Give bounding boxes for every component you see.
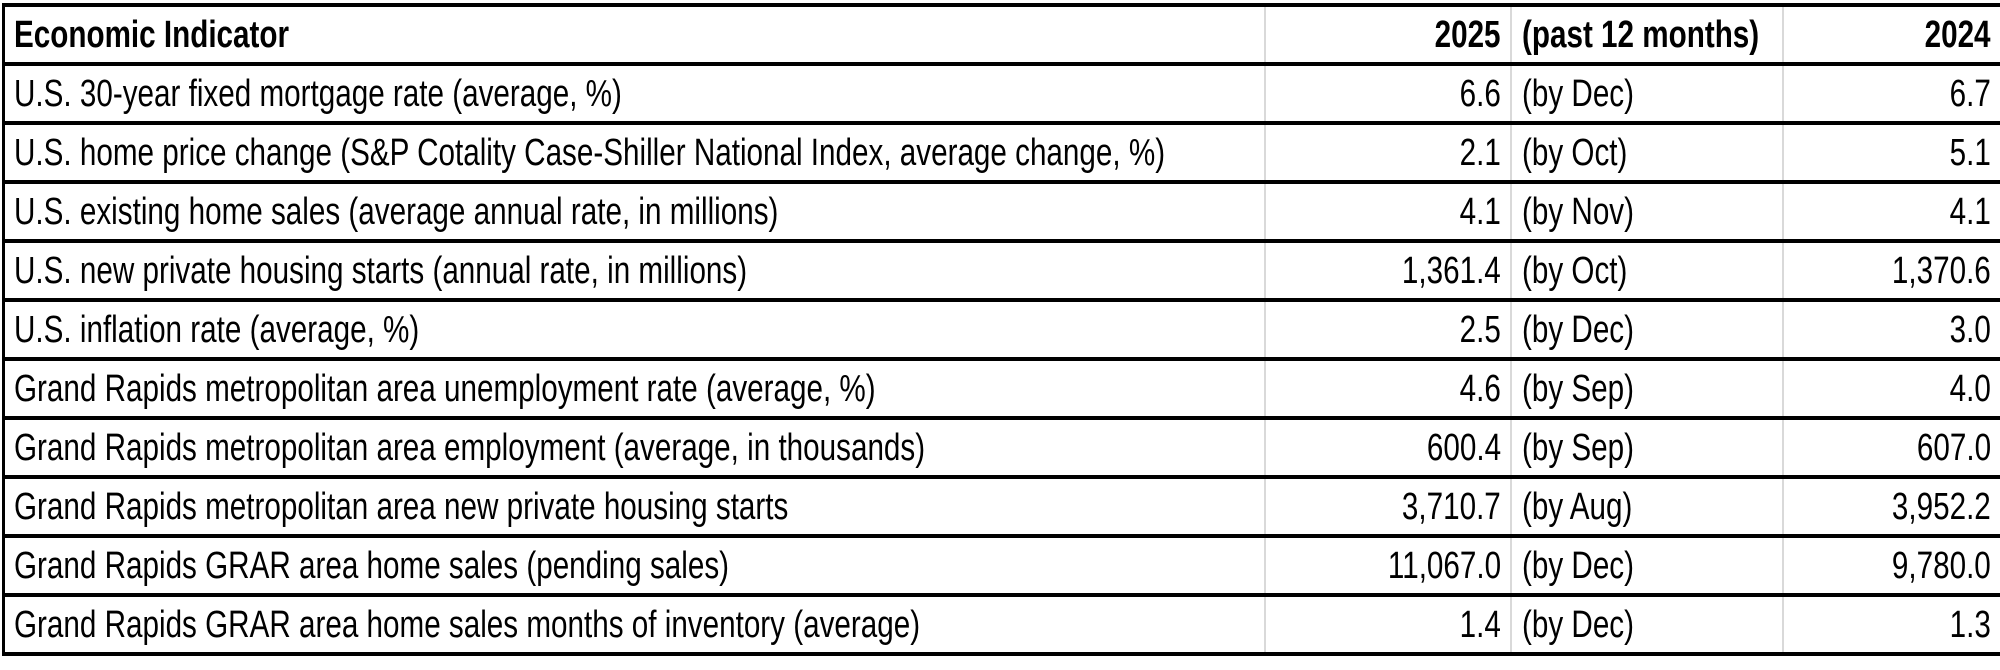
table-row: Grand Rapids metropolitan area employmen… — [5, 420, 2000, 479]
indicator-cell: Grand Rapids metropolitan area new priva… — [5, 479, 1266, 534]
indicator-cell: Grand Rapids metropolitan area employmen… — [5, 420, 1266, 475]
table-row: U.S. new private housing starts (annual … — [5, 243, 2000, 302]
value-2024-cell: 1.3 — [1949, 603, 1991, 646]
indicator-cell: U.S. inflation rate (average, %) — [5, 302, 1266, 357]
table-row: U.S. inflation rate (average, %) 2.5 (by… — [5, 302, 2000, 361]
value-2025-cell: 1.4 — [1266, 597, 1512, 652]
value-2025-cell: 3,710.7 — [1266, 479, 1512, 534]
header-indicator: Economic Indicator — [5, 7, 1266, 62]
economic-indicators-table: Economic Indicator 2025 (past 12 months)… — [2, 3, 2000, 656]
table-row: Grand Rapids metropolitan area new priva… — [5, 479, 2000, 538]
by-month-cell: (by Oct) — [1512, 243, 1784, 298]
value-2024-cell: 4.1 — [1949, 190, 1991, 233]
table-row: U.S. existing home sales (average annual… — [5, 184, 2000, 243]
indicator-cell: Grand Rapids metropolitan area unemploym… — [5, 361, 1266, 416]
indicator-cell: Grand Rapids GRAR area home sales months… — [5, 597, 1266, 652]
by-month-cell: (by Dec) — [1512, 597, 1784, 652]
table-row: Grand Rapids metropolitan area unemploym… — [5, 361, 2000, 420]
indicator-cell: U.S. new private housing starts (annual … — [5, 243, 1266, 298]
header-period-note: (past 12 months) — [1512, 7, 1784, 62]
table-row: Grand Rapids GRAR area home sales months… — [5, 597, 2000, 656]
table-row: U.S. 30-year fixed mortgage rate (averag… — [5, 66, 2000, 125]
by-month-cell: (by Oct) — [1512, 125, 1784, 180]
header-2025: 2025 — [1266, 7, 1512, 62]
value-2024-cell: 607.0 — [1916, 426, 1991, 469]
value-2024-cell: 3,952.2 — [1892, 485, 1991, 528]
table-header-row: Economic Indicator 2025 (past 12 months)… — [5, 7, 2000, 66]
value-2025-cell: 4.6 — [1266, 361, 1512, 416]
value-2025-cell: 600.4 — [1266, 420, 1512, 475]
value-2024-cell: 4.0 — [1949, 367, 1991, 410]
value-2024-cell: 1,370.6 — [1892, 249, 1991, 292]
by-month-cell: (by Dec) — [1512, 302, 1784, 357]
value-2025-cell: 6.6 — [1266, 66, 1512, 121]
value-2025-cell: 1,361.4 — [1266, 243, 1512, 298]
value-2024-cell: 6.7 — [1949, 72, 1991, 115]
by-month-cell: (by Aug) — [1512, 479, 1784, 534]
value-2025-cell: 4.1 — [1266, 184, 1512, 239]
by-month-cell: (by Nov) — [1512, 184, 1784, 239]
header-2024: 2024 — [1925, 13, 1991, 56]
by-month-cell: (by Dec) — [1512, 66, 1784, 121]
value-2024-cell: 3.0 — [1949, 308, 1991, 351]
table-row: U.S. home price change (S&P Cotality Cas… — [5, 125, 2000, 184]
indicator-cell: U.S. existing home sales (average annual… — [5, 184, 1266, 239]
value-2025-cell: 2.1 — [1266, 125, 1512, 180]
by-month-cell: (by Sep) — [1512, 420, 1784, 475]
value-2025-cell: 2.5 — [1266, 302, 1512, 357]
indicator-cell: Grand Rapids GRAR area home sales (pendi… — [5, 538, 1266, 593]
indicator-cell: U.S. home price change (S&P Cotality Cas… — [5, 125, 1266, 180]
by-month-cell: (by Sep) — [1512, 361, 1784, 416]
value-2025-cell: 11,067.0 — [1266, 538, 1512, 593]
value-2024-cell: 5.1 — [1949, 131, 1991, 174]
by-month-cell: (by Dec) — [1512, 538, 1784, 593]
table-row: Grand Rapids GRAR area home sales (pendi… — [5, 538, 2000, 597]
indicator-cell: U.S. 30-year fixed mortgage rate (averag… — [5, 66, 1266, 121]
value-2024-cell: 9,780.0 — [1892, 544, 1991, 587]
